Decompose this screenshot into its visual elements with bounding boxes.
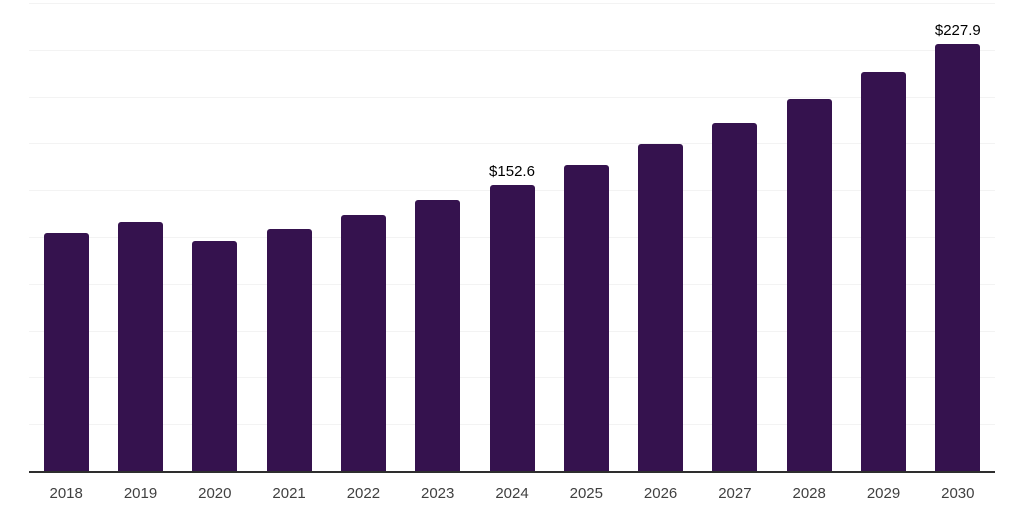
- x-tick-2026: 2026: [643, 485, 678, 502]
- x-tick-2018: 2018: [49, 485, 83, 502]
- x-axis-line: [29, 471, 995, 473]
- bar-2030: [935, 44, 981, 471]
- bar-2025: [563, 165, 609, 471]
- x-tick-2028: 2028: [792, 485, 826, 502]
- x-tick-2027: 2027: [718, 485, 752, 502]
- bar-2019: [118, 221, 163, 471]
- bar-2027: [712, 122, 758, 471]
- x-tick-2022: 2022: [346, 485, 381, 502]
- gridline-225: [29, 49, 995, 51]
- x-tick-2029: 2029: [866, 485, 901, 502]
- bar-2020: [192, 240, 238, 471]
- gridline-175: [29, 143, 995, 145]
- x-tick-2030: 2030: [941, 485, 975, 502]
- bar-2021: [266, 229, 312, 471]
- bar-2018: [43, 232, 89, 471]
- gridline-250: [29, 3, 995, 4]
- x-tick-2019: 2019: [123, 485, 158, 502]
- bar-2028: [786, 99, 832, 471]
- data-label-2030: $227.9: [934, 22, 981, 40]
- x-tick-2023: 2023: [421, 485, 455, 502]
- bar-2026: [638, 144, 684, 471]
- bar-2024: [489, 185, 535, 471]
- bar-2023: [415, 199, 461, 471]
- bar-2029: [861, 71, 906, 471]
- gridline-200: [29, 96, 995, 98]
- x-tick-2024: 2024: [495, 485, 529, 502]
- x-tick-2021: 2021: [272, 485, 306, 502]
- x-tick-2025: 2025: [569, 485, 603, 502]
- x-tick-2020: 2020: [198, 485, 232, 502]
- data-label-2024: $152.6: [489, 163, 535, 181]
- bar-2022: [340, 214, 386, 471]
